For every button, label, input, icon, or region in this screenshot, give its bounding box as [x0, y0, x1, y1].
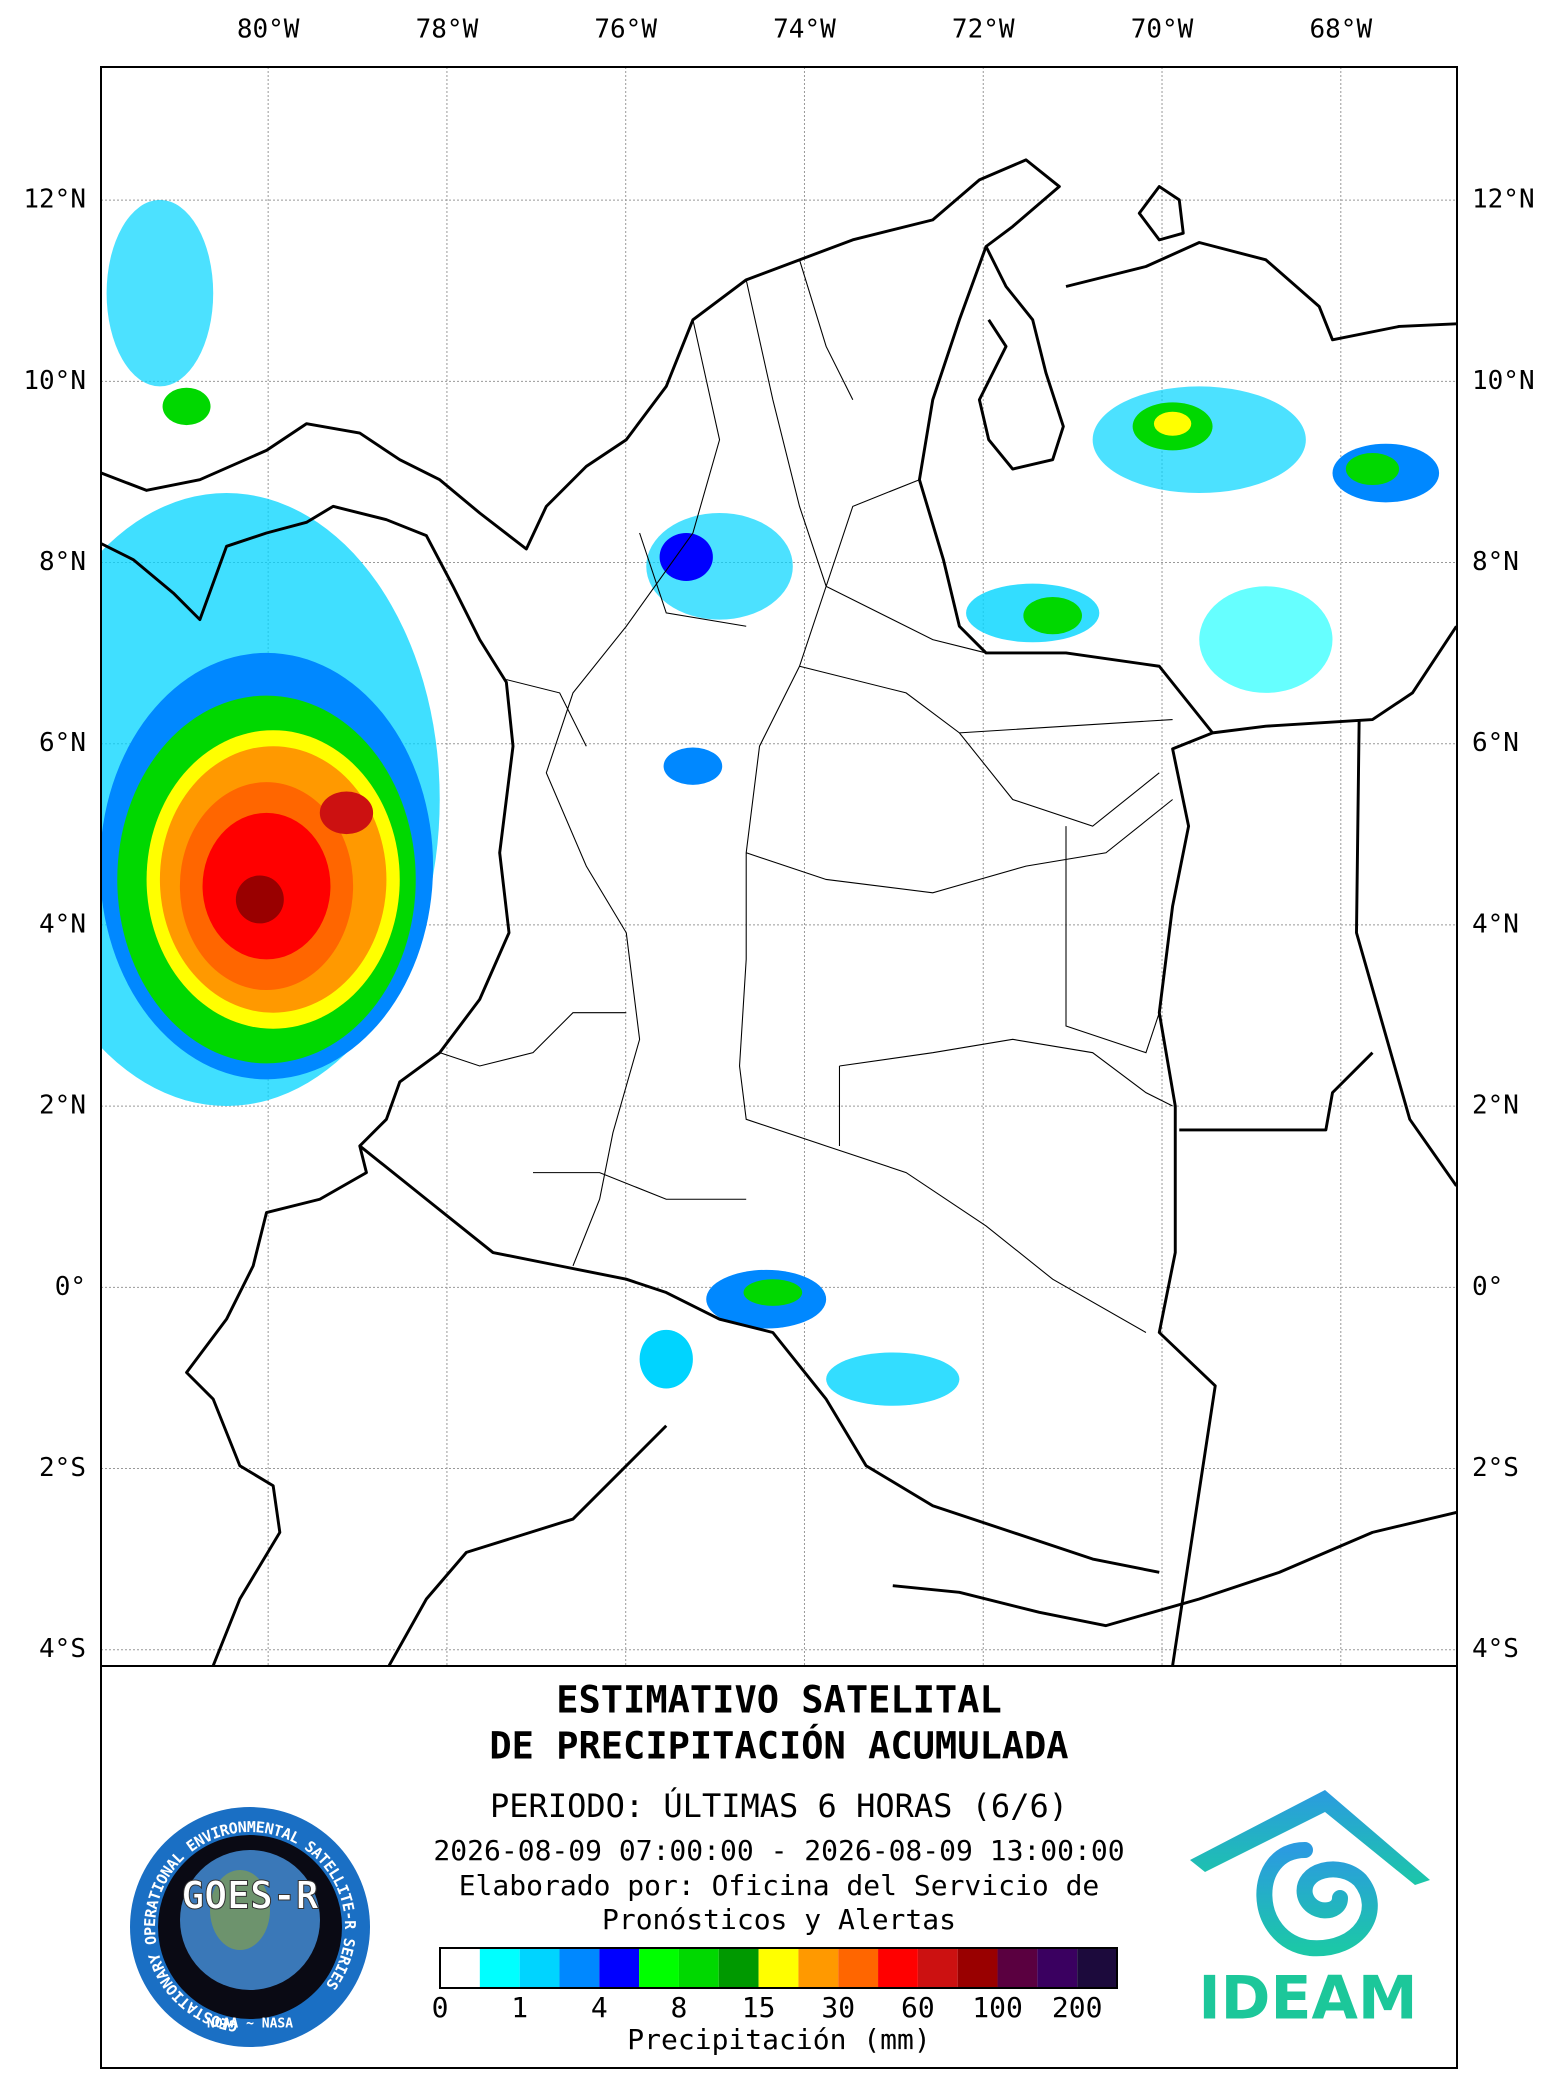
colorbar-level: 1 — [511, 1991, 528, 2024]
colorbar-swatch — [718, 1948, 759, 1988]
colorbar-swatch — [997, 1948, 1038, 1988]
ideam-swirl — [1256, 1842, 1378, 1957]
colorbar-level: 30 — [821, 1991, 855, 2024]
goes-name: GOES-R — [181, 1874, 318, 1918]
lat-tick-label: 4°S — [39, 1634, 86, 1664]
lon-tick-label: 76°W — [594, 15, 657, 45]
lat-tick-label: 2°S — [1472, 1453, 1519, 1483]
lat-tick-label: 2°S — [39, 1453, 86, 1483]
legend-dates: 2026-08-09 07:00:00 - 2026-08-09 13:00:0… — [433, 1834, 1124, 1867]
colorbar-swatch — [758, 1948, 799, 1988]
colorbar-level: 15 — [742, 1991, 776, 2024]
lat-tick-label: 12°N — [1472, 185, 1535, 215]
lat-tick-label: 0° — [55, 1272, 86, 1302]
lat-tick-label: 10°N — [1472, 366, 1535, 396]
lat-tick-label: 12°N — [23, 185, 86, 215]
legend-period: PERIODO: ÚLTIMAS 6 HORAS (6/6) — [490, 1786, 1068, 1825]
colorbar-swatch — [838, 1948, 879, 1988]
lat-tick-label: 2°N — [1472, 1091, 1519, 1121]
lon-tick-label: 72°W — [952, 15, 1015, 45]
lon-tick-label: 70°W — [1131, 15, 1194, 45]
lon-tick-label: 68°W — [1309, 15, 1372, 45]
colorbar-swatch — [440, 1948, 480, 1988]
lat-tick-label: 8°N — [39, 547, 86, 577]
legend-title: DE PRECIPITACIÓN ACUMULADA — [489, 1724, 1068, 1768]
map-content — [101, 158, 1457, 1666]
colorbar-level: 100 — [972, 1991, 1023, 2024]
lat-tick-label: 4°S — [1472, 1634, 1519, 1664]
boundaries — [101, 158, 1457, 1666]
colorbar-level: 60 — [901, 1991, 935, 2024]
legend-title: ESTIMATIVO SATELITAL — [556, 1679, 1002, 1722]
colorbar-swatch — [878, 1948, 918, 1988]
lat-tick-label: 6°N — [39, 728, 86, 758]
colorbar-level: 200 — [1052, 1991, 1103, 2024]
precipitation — [101, 199, 1440, 1406]
lat-tick-label: 0° — [1472, 1272, 1503, 1302]
ideam-name: IDEAM — [1198, 1964, 1417, 2034]
lat-tick-label: 4°N — [39, 909, 86, 939]
lat-tick-label: 2°N — [39, 1091, 86, 1121]
colorbar-outline — [439, 1947, 1118, 1989]
goes-logo: GEOSTATIONARY OPERATIONAL ENVIRONMENTAL … — [130, 1807, 370, 2047]
colorbar-swatch — [798, 1948, 839, 1988]
colorbar-swatch — [957, 1948, 998, 1988]
lat-tick-label: 10°N — [23, 366, 86, 396]
colorbar-swatch — [599, 1948, 640, 1988]
grid — [101, 67, 1457, 1666]
legend-credit: Elaborado por: Oficina del Servicio de — [459, 1869, 1100, 1902]
colorbar-level: 4 — [591, 1991, 608, 2024]
colorbar-swatch — [479, 1948, 520, 1988]
colorbar-swatch — [1077, 1948, 1117, 1988]
colorbar-level: 8 — [671, 1991, 688, 2024]
colorbar-swatch — [519, 1948, 560, 1988]
lat-tick-label: 4°N — [1472, 909, 1519, 939]
ideam-logo: IDEAM — [1190, 1790, 1430, 2034]
colorbar-swatch — [639, 1948, 679, 1988]
colorbar-swatch — [917, 1948, 958, 1988]
ideam-roof — [1190, 1790, 1430, 1885]
colorbar-swatch — [559, 1948, 600, 1988]
legend-credit: Pronósticos y Alertas — [602, 1903, 956, 1936]
lat-tick-label: 6°N — [1472, 728, 1519, 758]
colorbar-level: 0 — [432, 1991, 449, 2024]
lon-tick-label: 74°W — [773, 15, 836, 45]
colorbar-swatch — [678, 1948, 719, 1988]
lon-tick-label: 80°W — [237, 15, 300, 45]
colorbar: 0 1 4 8 15 30 60 100 200 — [432, 1947, 1118, 2024]
goes-land — [210, 1870, 270, 1950]
colorbar-label: Precipitación (mm) — [627, 2023, 930, 2056]
goes-agencies: NOAA ~ NASA — [207, 2017, 293, 2032]
colorbar-swatch — [1037, 1948, 1078, 1988]
lon-tick-label: 78°W — [416, 15, 479, 45]
legend-frame — [100, 1665, 1458, 2069]
lat-tick-label: 8°N — [1472, 547, 1519, 577]
